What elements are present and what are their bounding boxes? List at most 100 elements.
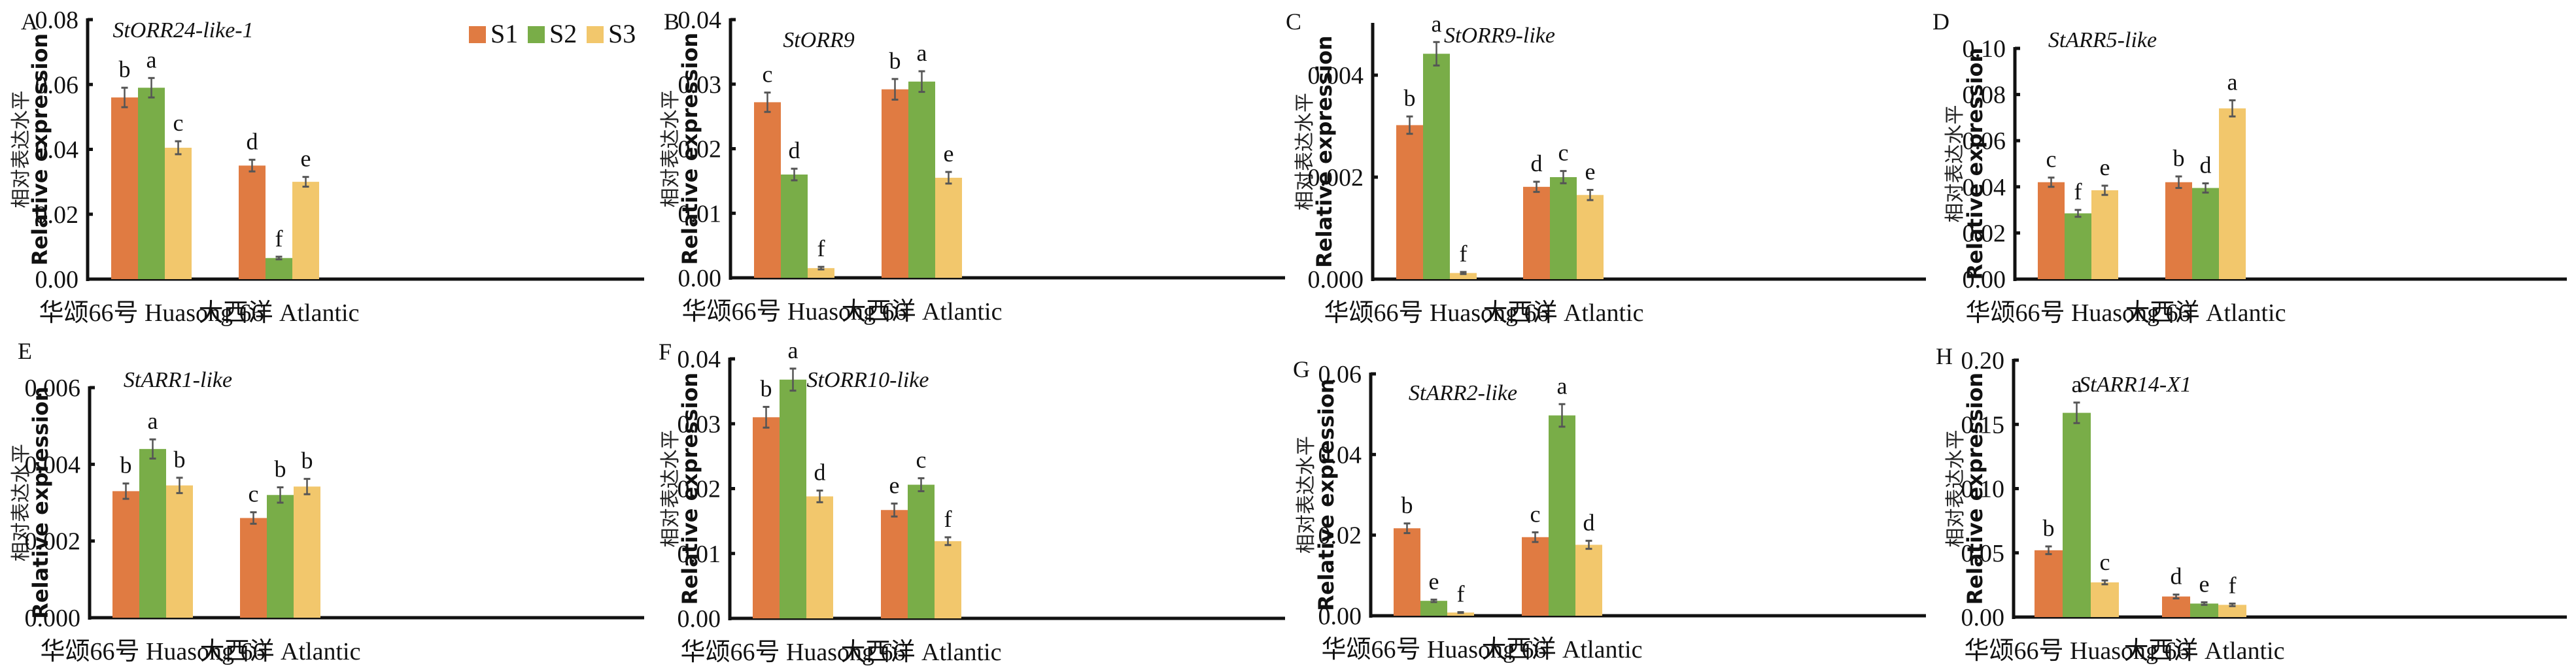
y-tick-label: 0.02: [678, 136, 722, 163]
y-axis-label-en: Relative expression: [28, 386, 53, 618]
bar-s1: [881, 510, 908, 618]
x-category-label: 大西洋 Atlantic: [841, 639, 1002, 666]
bar-s3: [2218, 605, 2246, 617]
significance-letter: d: [1583, 509, 1595, 535]
legend-label-s1: S1: [490, 19, 518, 48]
y-tick-label: 0.000: [1308, 266, 1364, 293]
significance-letter: c: [173, 110, 184, 136]
legend-label-s2: S2: [549, 19, 577, 48]
y-tick-label: 0.00: [678, 265, 722, 292]
panel-letter: H: [1936, 343, 1953, 369]
panel-e: E 相对表达水平 Relative expression 0.000 0.002 0.00…: [0, 335, 644, 669]
significance-letter: d: [2200, 152, 2212, 178]
y-tick-label: 0.20: [1961, 347, 2005, 375]
gene-title: StARR14-X1: [2079, 373, 2191, 397]
y-axis-label-en: Relative expression: [1314, 378, 1339, 611]
bar-s1: [111, 97, 138, 279]
x-category-label: 大西洋 Atlantic: [199, 299, 360, 327]
y-axis-label-cn: 相对表达水平: [659, 430, 682, 548]
significance-letter: b: [120, 452, 132, 478]
significance-letter: c: [916, 447, 927, 473]
significance-letter: e: [944, 141, 954, 167]
legend-swatch-s1: [469, 26, 486, 43]
x-category-label: 华颂66号 Huasong 66: [1321, 636, 1546, 663]
bar-s1: [754, 102, 781, 278]
significance-letter: f: [2229, 572, 2237, 598]
significance-letter: a: [2227, 69, 2238, 95]
significance-letter: d: [789, 137, 800, 163]
bar-s3: [808, 268, 834, 278]
significance-letter: c: [1558, 140, 1569, 166]
bar-s1: [1522, 537, 1549, 616]
panel-d: D 相对表达水平 Relative expression 0.00 0.02 0.04 0.…: [1923, 0, 2567, 335]
panel-letter: D: [1932, 8, 1949, 35]
y-tick-label: 0.02: [1318, 522, 1362, 550]
y-tick-label: 0.00: [35, 266, 79, 293]
y-tick-label: 0.00: [678, 605, 721, 633]
panel-letter: G: [1293, 356, 1310, 382]
y-tick-label: 0.00: [1963, 266, 2006, 293]
legend-swatch-s2: [528, 26, 545, 43]
bar-s2: [908, 484, 935, 618]
x-category-label: 华颂66号 Huasong 66: [680, 639, 905, 666]
bar-s2: [267, 495, 294, 618]
y-tick-label: 0.04: [1318, 441, 1362, 469]
significance-letter: b: [275, 456, 286, 482]
bar-s1: [240, 518, 267, 618]
bar-s2: [2192, 188, 2219, 279]
bar-s1: [2038, 182, 2065, 279]
y-tick-label: 0.10: [1963, 35, 2006, 63]
x-category-label: 大西洋 Atlantic: [1482, 636, 1643, 663]
y-axis-label-cn: 相对表达水平: [1944, 105, 1966, 223]
bar-s2: [908, 81, 935, 278]
panel-letter: A: [21, 8, 38, 35]
significance-letter: a: [2072, 371, 2082, 397]
panel-letter: B: [664, 8, 679, 35]
significance-letter: e: [1585, 159, 1596, 185]
significance-letter: e: [1429, 568, 1439, 594]
significance-letter: a: [788, 337, 799, 363]
significance-letter: e: [2100, 154, 2110, 180]
significance-letter: b: [301, 448, 313, 474]
x-category-label: 华颂66号 Huasong 66: [39, 299, 264, 327]
bar-s2: [780, 379, 806, 618]
bar-s2: [266, 258, 292, 279]
bar-s2: [138, 88, 165, 279]
significance-letter: c: [1530, 501, 1541, 527]
y-tick-label: 0.06: [1318, 361, 1362, 388]
bar-s2: [1549, 415, 1575, 616]
y-tick-label: 0.05: [1961, 540, 2005, 567]
x-category-label: 华颂66号 Huasong 66: [681, 298, 906, 326]
bar-s1: [1396, 125, 1423, 279]
y-axis-label-en: Relative expression: [678, 33, 702, 265]
panel-g: G 相对表达水平 Relative expression 0.00 0.02 0.04 0.…: [1282, 335, 1926, 669]
y-axis-label-en: Relative expression: [1312, 35, 1337, 267]
gene-title: StARR1-like: [124, 368, 232, 392]
y-axis-label-en: Relative expression: [678, 373, 702, 605]
bar-s2: [2065, 213, 2091, 279]
significance-letter: d: [814, 459, 826, 485]
y-tick-label: 0.01: [678, 541, 721, 568]
bar-s3: [1575, 544, 1602, 616]
legend-swatch-s3: [587, 26, 604, 43]
significance-letter: f: [1460, 241, 1468, 267]
bar-s2: [2190, 603, 2218, 617]
bar-s1: [1394, 528, 1420, 616]
y-tick-label: 0.002: [1308, 164, 1364, 192]
y-tick-label: 0.03: [678, 410, 721, 438]
y-tick-label: 0.004: [1308, 62, 1364, 90]
y-tick-label: 0.01: [678, 200, 722, 227]
significance-letter: b: [1404, 85, 1416, 111]
gene-title: StARR2-like: [1409, 381, 1517, 405]
bar-s3: [935, 177, 962, 278]
panel-f: F 相对表达水平 Relative expression 0.00 0.01 0.02 0.…: [641, 335, 1285, 669]
panel-a: A 相对表达水平 Relative expression 0.00 0.02 0.04 0.…: [0, 0, 644, 335]
bar-s3: [166, 485, 193, 618]
